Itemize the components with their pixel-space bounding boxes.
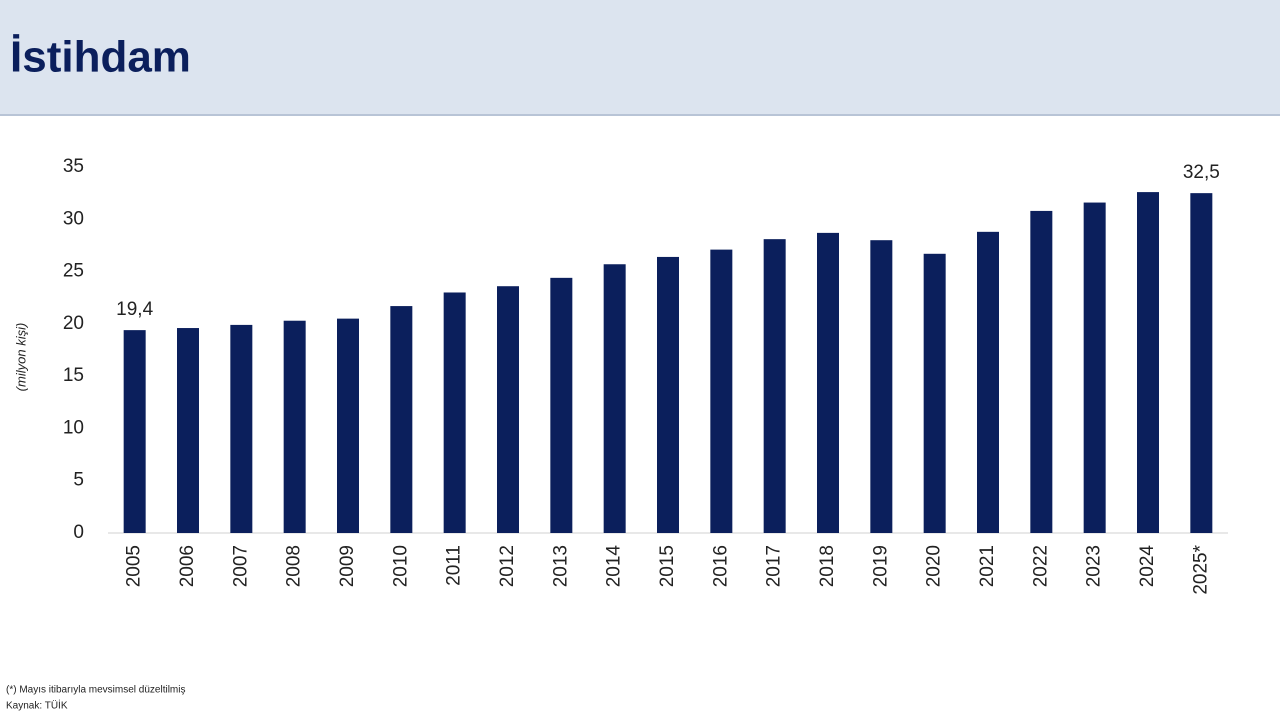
y-tick-label: 25	[63, 261, 84, 282]
bar	[870, 240, 893, 533]
bar	[390, 306, 413, 533]
bar	[230, 324, 253, 533]
bar	[443, 292, 466, 533]
source: Kaynak: TÜİK	[6, 699, 68, 712]
bar	[1030, 210, 1053, 534]
bar	[603, 264, 626, 533]
bar	[657, 256, 679, 533]
x-tick-label: 2023	[1084, 545, 1105, 587]
bar	[763, 239, 786, 533]
x-tick-label: 2012	[497, 545, 518, 587]
bar	[337, 318, 359, 533]
y-tick-label: 5	[73, 470, 84, 491]
x-tick-label: 2011	[444, 545, 465, 586]
x-tick-label: 2017	[764, 545, 785, 587]
bar	[817, 232, 839, 533]
x-tick-label: 2008	[284, 545, 305, 587]
x-tick-label: 2009	[337, 545, 358, 587]
x-tick-label: 2020	[924, 545, 945, 587]
bar	[1083, 202, 1106, 533]
data-label: 19,4	[116, 299, 153, 320]
bar	[710, 249, 733, 533]
bar	[1137, 192, 1159, 533]
x-tick-label: 2006	[177, 545, 198, 587]
x-tick-label: 2019	[870, 545, 891, 587]
x-tick-label: 2025*	[1190, 544, 1211, 594]
header-band	[0, 0, 1280, 115]
y-tick-label: 35	[63, 156, 84, 177]
y-tick-label: 0	[73, 522, 84, 543]
y-tick-label: 10	[63, 417, 84, 438]
bar	[977, 231, 999, 533]
y-tick-label: 20	[63, 313, 84, 334]
slide-title: İstihdam	[10, 33, 191, 82]
bar	[123, 330, 146, 533]
x-tick-label: 2021	[977, 545, 998, 587]
x-tick-label: 2010	[390, 545, 411, 587]
footnote: (*) Mayıs itibarıyla mevsimsel düzeltilm…	[6, 685, 185, 696]
x-tick-label: 2018	[817, 545, 838, 587]
y-tick-label: 15	[63, 365, 84, 386]
bar	[497, 286, 519, 533]
x-tick-label: 2024	[1137, 545, 1158, 588]
x-tick-label: 2005	[124, 545, 145, 587]
x-tick-label: 2022	[1030, 545, 1051, 587]
bar	[923, 253, 946, 533]
x-tick-label: 2014	[604, 545, 625, 588]
y-tick-label: 30	[63, 208, 84, 229]
x-tick-label: 2007	[230, 545, 251, 587]
x-tick-label: 2013	[550, 545, 571, 587]
bar	[550, 277, 573, 533]
y-axis-label: (milyon kişi)	[13, 323, 28, 392]
data-label: 32,5	[1183, 162, 1220, 183]
x-tick-label: 2016	[710, 545, 731, 587]
bar	[283, 320, 306, 533]
x-tick-label: 2015	[657, 545, 678, 587]
bar	[1190, 193, 1213, 533]
bar	[177, 328, 199, 533]
